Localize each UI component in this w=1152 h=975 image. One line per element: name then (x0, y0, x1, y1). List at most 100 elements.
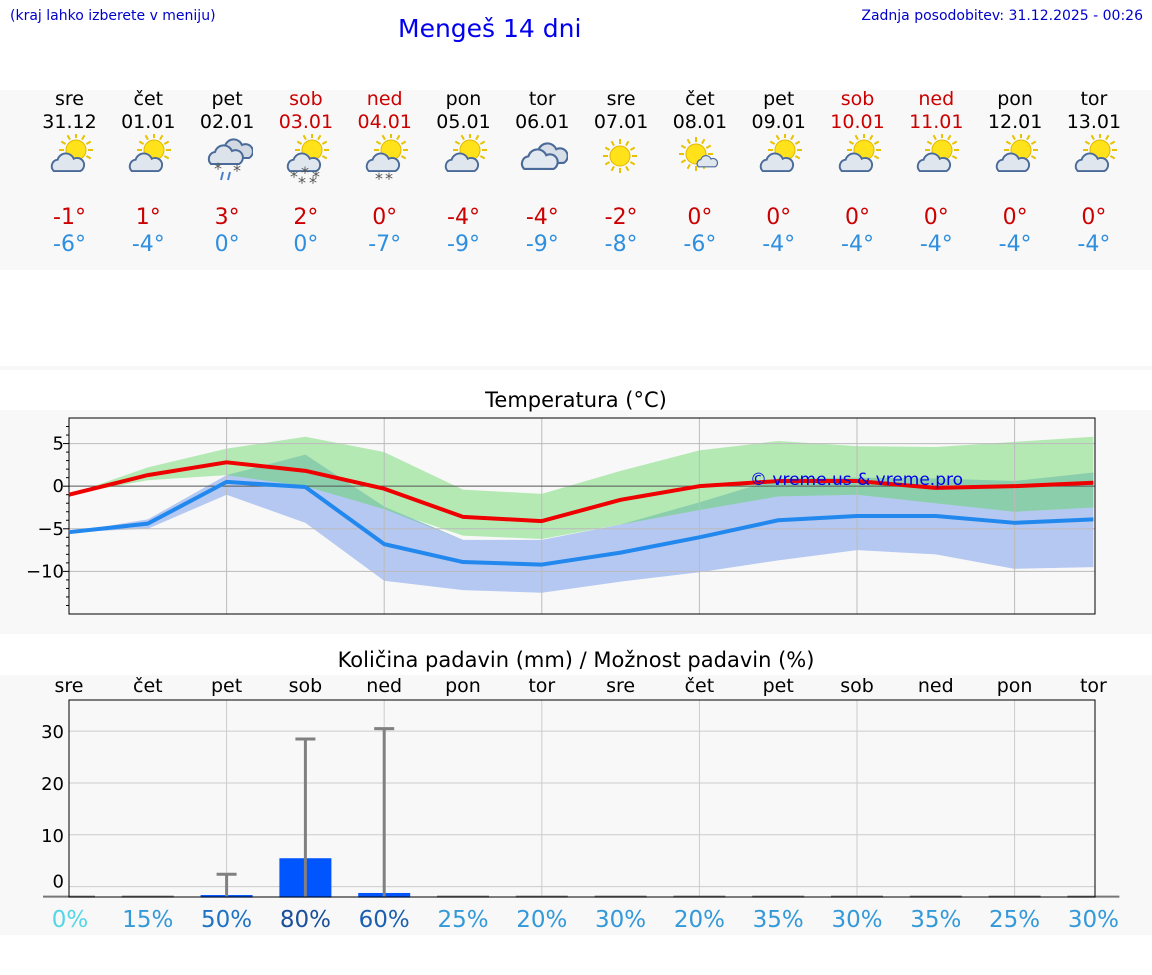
x-tick-label: čet (133, 675, 163, 697)
day-name: tor (528, 88, 556, 110)
precip-probability: 80% (280, 907, 331, 933)
sun-cloud-icon (129, 133, 172, 173)
temperature-chart-title: Temperatura (°C) (485, 388, 667, 412)
sun-cloud-icon (838, 133, 881, 173)
min-temp: -9° (525, 232, 559, 257)
min-temp: -4° (762, 232, 796, 257)
max-temp: 0° (1002, 205, 1028, 230)
max-temp: 1° (135, 205, 161, 230)
forecast-band (0, 90, 1152, 270)
weather-icon (818, 133, 897, 204)
day-name: pet (211, 88, 243, 110)
svg-text:*: * (375, 169, 383, 188)
day-column: tor 13.01 0° -4° (1054, 88, 1133, 258)
day-name: tor (1080, 88, 1108, 110)
svg-text:*: * (214, 159, 222, 178)
x-tick-label: tor (1080, 675, 1107, 697)
x-tick-label: ned (918, 675, 954, 697)
day-name: ned (918, 88, 955, 110)
day-name: sob (289, 88, 323, 110)
day-date: 02.01 (199, 111, 255, 133)
y-tick-label: 0 (53, 476, 64, 497)
svg-text:*: * (385, 169, 393, 188)
day-date: 03.01 (278, 111, 334, 133)
sun-cloud-icon (995, 133, 1039, 173)
day-date: 01.01 (121, 111, 176, 133)
sun-cloud-icon (444, 133, 487, 173)
precip-probability: 60% (359, 907, 410, 933)
min-temp: -4° (1077, 232, 1111, 257)
max-temp: -4° (525, 205, 559, 230)
day-name: pet (763, 88, 795, 110)
day-name: pon (445, 88, 482, 110)
precip-probability: 0% (52, 907, 89, 933)
weather-icon (976, 133, 1055, 204)
min-temp: 0° (293, 232, 319, 257)
day-name: pon (997, 88, 1033, 110)
day-column: ned 04.01 * * 0° -7° (345, 88, 424, 258)
plot-frame (68, 417, 1096, 615)
precip-probability: 35% (910, 907, 961, 933)
y-tick-label: 30 (41, 722, 64, 743)
sun-cloud-icon (50, 133, 93, 173)
precip-probability: 25% (437, 907, 488, 933)
max-temp-range-band (69, 436, 1094, 540)
y-tick-label: 20 (41, 774, 64, 795)
svg-text:*: * (309, 173, 317, 192)
weather-icon (739, 133, 818, 204)
weather-icon (30, 133, 109, 204)
x-tick-label: čet (685, 675, 715, 697)
weather-icon (503, 134, 582, 204)
y-tick-label: 5 (53, 434, 64, 455)
max-temp: -2° (604, 205, 638, 230)
precip-probability: 15% (122, 907, 173, 933)
x-tick-label: sob (840, 675, 874, 697)
y-tick-label: 0 (53, 872, 64, 893)
max-temp: 0° (372, 205, 398, 230)
max-temp: 0° (687, 205, 713, 230)
weather-icon (109, 133, 188, 204)
x-tick-label: pon (997, 675, 1033, 697)
day-name: sre (55, 88, 84, 110)
precipitation-chart: sre čet pet sob ned pon tor sre čet pet sob ned pon t… (41, 675, 1120, 933)
min-temp: -4° (998, 232, 1032, 257)
x-tick-label: pet (211, 675, 242, 697)
svg-text:*: * (290, 167, 298, 186)
sun-small-cloud-icon (678, 137, 718, 171)
precipitation-chart-title: Količina padavin (mm) / Možnost padavin … (337, 648, 815, 672)
plot-frame (68, 699, 1096, 898)
weather-icon (582, 134, 661, 204)
sun-cloud-snow-icon: * * ** * (286, 133, 329, 192)
x-tick-label: ned (366, 675, 402, 697)
weather-icon (1054, 133, 1133, 204)
min-temp: -9° (447, 232, 480, 257)
day-column: sre 07.01 -2° -8° (582, 88, 661, 258)
day-name: čet (133, 88, 164, 110)
day-date: 12.01 (987, 111, 1043, 133)
min-temp: -4° (131, 232, 165, 257)
weather-icon (424, 133, 503, 204)
min-temp: -4° (919, 232, 953, 257)
sun-cloud-icon (759, 133, 802, 173)
day-column: pet 02.01 * * 3° 0° (188, 88, 267, 258)
y-tick-label: 10 (41, 826, 64, 847)
precip-probability: 30% (1068, 907, 1119, 933)
day-column: pet 09.01 0° -4° (739, 88, 818, 258)
x-tick-label: pet (763, 675, 794, 697)
cloud-rain-snow-icon: * * (207, 138, 254, 181)
weather-icon: * * (345, 133, 424, 204)
day-column: čet 01.01 1° -4° (109, 88, 188, 258)
weather-icon (897, 133, 976, 204)
max-temp: 0° (923, 205, 949, 230)
sun-cloud-icon (1074, 133, 1117, 173)
copyright-watermark: © vreme.us & vreme.pro (750, 470, 963, 490)
min-temp: -6° (683, 232, 717, 257)
sun-cloud-light-snow-icon: * * (365, 133, 408, 188)
max-temp: 0° (766, 205, 792, 230)
day-date: 09.01 (751, 111, 806, 133)
day-name: čet (685, 88, 715, 110)
weather-icon: * * * * * (266, 133, 345, 204)
sun-cloud-icon (917, 133, 960, 173)
x-tick-label: sre (55, 675, 84, 697)
day-date: 04.01 (357, 111, 412, 133)
